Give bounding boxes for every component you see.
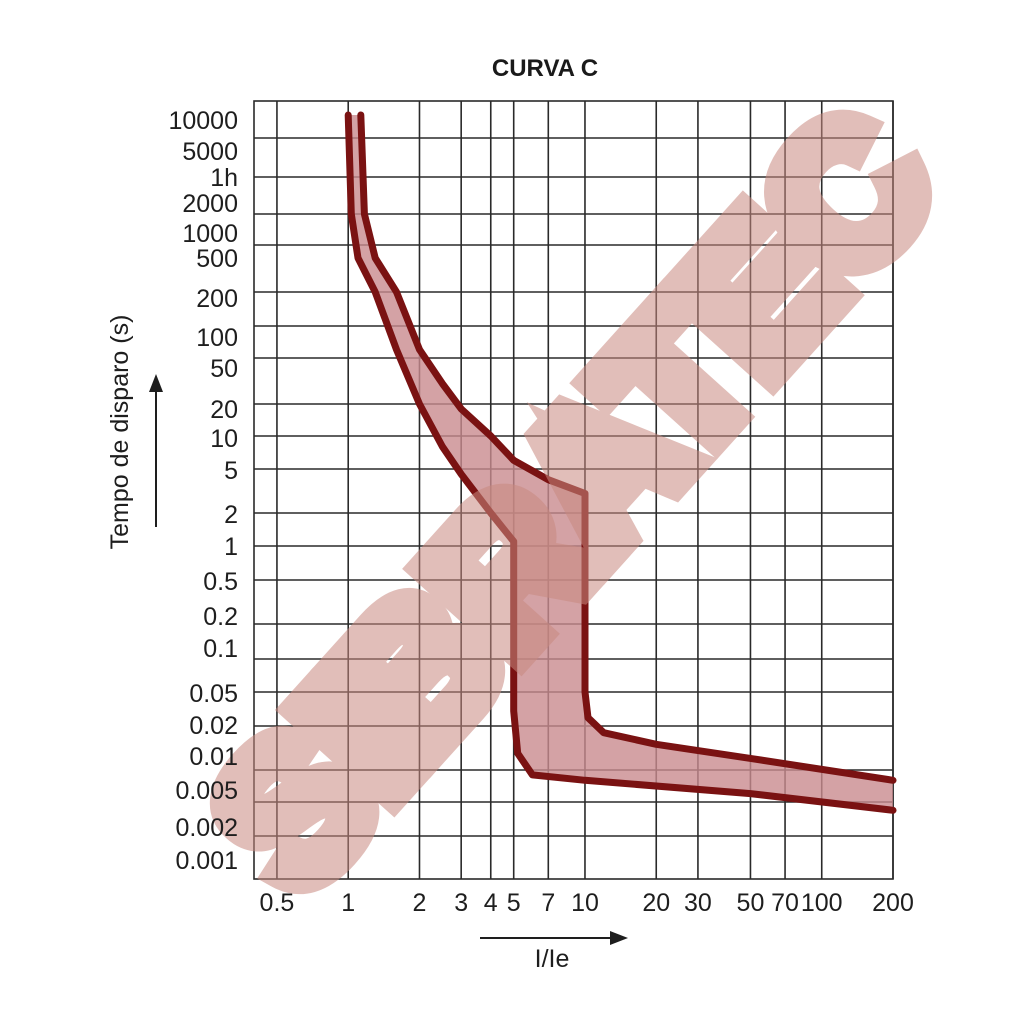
lower-trip-curve [344, 111, 897, 814]
x-tick-label: 2 [413, 889, 427, 917]
y-tick-label: 10 [210, 425, 238, 453]
x-tick-label: 200 [872, 889, 914, 917]
y-tick-label: 0.01 [189, 743, 238, 771]
x-tick-label: 50 [737, 889, 765, 917]
x-tick-label: 3 [454, 889, 468, 917]
x-tick-label: 1 [341, 889, 355, 917]
y-tick-label: 0.05 [189, 680, 238, 708]
x-tick-label: 10 [571, 889, 599, 917]
x-tick-label: 0.5 [260, 889, 295, 917]
chart-title: CURVA C [492, 55, 598, 82]
y-tick-label: 1h [210, 164, 238, 192]
y-tick-label: 1 [224, 533, 238, 561]
y-tick-label: 0.005 [175, 777, 238, 805]
y-tick-label: 0.002 [175, 814, 238, 842]
y-tick-label: 0.001 [175, 847, 238, 875]
trip-curves [344, 111, 897, 814]
y-tick-label: 0.02 [189, 712, 238, 740]
x-tick-labels: 0.5 1 2 3 4 5 7 10 20 30 50 70 100 200 [260, 889, 914, 917]
upper-trip-curve [357, 111, 897, 784]
y-tick-label: 10000 [168, 107, 238, 135]
x-tick-label: 5 [507, 889, 521, 917]
x-axis-arrow [480, 931, 628, 945]
x-tick-label: 20 [642, 889, 670, 917]
y-tick-label: 0.5 [203, 568, 238, 596]
y-tick-label: 5 [224, 457, 238, 485]
y-axis-label: Tempo de disparo (s) [106, 315, 134, 550]
y-tick-label: 20 [210, 396, 238, 424]
y-tick-label: 500 [196, 245, 238, 273]
x-tick-label: 100 [801, 889, 843, 917]
x-tick-label: 30 [684, 889, 712, 917]
y-tick-label: 100 [196, 324, 238, 352]
y-tick-label: 0.2 [203, 603, 238, 631]
y-tick-label: 2 [224, 501, 238, 529]
y-tick-label: 5000 [182, 138, 238, 166]
y-tick-label: 2000 [182, 190, 238, 218]
y-tick-label: 1000 [182, 220, 238, 248]
x-tick-label: 70 [771, 889, 799, 917]
x-axis-label: I/Ie [535, 945, 570, 973]
y-tick-label: 0.1 [203, 635, 238, 663]
y-axis-arrow [149, 374, 163, 527]
x-tick-label: 7 [541, 889, 555, 917]
y-tick-label: 50 [210, 355, 238, 383]
x-tick-label: 4 [484, 889, 498, 917]
y-tick-label: 200 [196, 285, 238, 313]
